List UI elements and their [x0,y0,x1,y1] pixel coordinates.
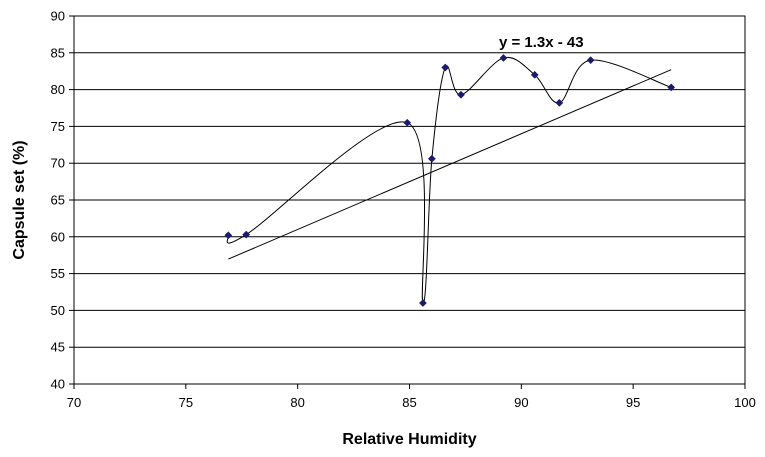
y-tick-label-40: 40 [51,377,65,392]
x-axis-title: Relative Humidity [342,431,476,448]
x-tick-label-100: 100 [734,395,756,410]
data-point-4 [427,154,436,163]
y-tick-label-65: 65 [51,193,65,208]
x-tick-label-75: 75 [179,395,193,410]
trendline [228,69,672,260]
y-tick-label-80: 80 [51,82,65,97]
y-tick-label-55: 55 [51,266,65,281]
y-tick-label-70: 70 [51,156,65,171]
y-tick-label-45: 45 [51,340,65,355]
x-tick-label-90: 90 [514,395,528,410]
x-tick-label-70: 70 [67,395,81,410]
y-tick-label-60: 60 [51,229,65,244]
data-point-5 [441,63,450,72]
trendline-equation: y = 1.3x - 43 [499,34,584,51]
data-point-2 [403,118,412,127]
data-point-3 [418,299,427,307]
trendline-group [228,69,672,260]
data-point-9 [555,98,564,107]
x-tick-label-85: 85 [402,395,416,410]
y-tick-label-85: 85 [51,45,65,60]
x-tick-label-80: 80 [290,395,304,410]
data-point-1 [242,230,251,239]
data-point-11 [667,83,676,92]
y-tick-label-50: 50 [51,303,65,318]
data-point-7 [499,53,508,62]
axis-ticks: 40 45 50 55 60 65 70 75 80 85 90 70 75 80 85 90 95 100 [51,9,756,411]
data-point-10 [586,56,595,65]
y-tick-label-90: 90 [51,9,65,24]
data-point-8 [530,70,539,79]
x-tick-label-95: 95 [626,395,640,410]
data-point-6 [456,90,465,99]
series-group [224,53,676,307]
y-tick-label-75: 75 [51,119,65,134]
data-point-0 [224,231,233,240]
y-axis-title: Capsule set (%) [11,140,28,259]
